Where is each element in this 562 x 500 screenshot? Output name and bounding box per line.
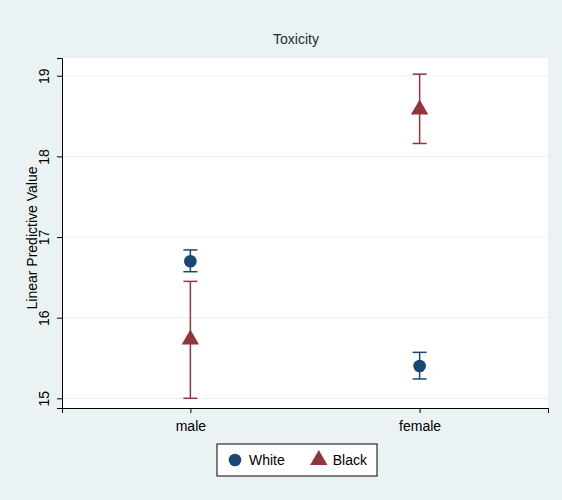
background bbox=[0, 0, 562, 500]
grid-line bbox=[62, 317, 548, 318]
y-tick-label: 18 bbox=[36, 149, 52, 165]
legend-symbol bbox=[229, 454, 242, 467]
y-tick-mark bbox=[57, 156, 62, 157]
title: Toxicity bbox=[273, 31, 319, 47]
y-tick: 19 bbox=[36, 68, 62, 84]
x-tick: male bbox=[176, 408, 207, 434]
error-cap bbox=[183, 398, 197, 400]
legend-item: White bbox=[229, 452, 285, 468]
y-tick: 15 bbox=[36, 391, 62, 407]
error-cap bbox=[413, 378, 427, 380]
point bbox=[182, 329, 199, 344]
y-tick-mark bbox=[57, 318, 62, 319]
legend-box bbox=[217, 444, 377, 476]
grid bbox=[62, 76, 548, 399]
y-tick-mark bbox=[57, 76, 62, 77]
series bbox=[183, 250, 426, 379]
legend-symbol bbox=[310, 450, 327, 465]
point bbox=[184, 255, 197, 268]
plot-area bbox=[62, 58, 548, 408]
y-tick-mark bbox=[57, 237, 62, 238]
legend: White Black bbox=[217, 444, 377, 476]
y-tick-label: 15 bbox=[36, 391, 52, 407]
error-cap bbox=[413, 352, 427, 354]
error-cap bbox=[183, 271, 197, 273]
x-axis: male female bbox=[63, 408, 549, 434]
point bbox=[413, 360, 426, 373]
x-tick: female bbox=[399, 408, 441, 434]
y-tick: 18 bbox=[36, 149, 62, 165]
chart: 1516171819malefemaleToxicityLinear Predi… bbox=[0, 0, 562, 500]
x-tick-label: female bbox=[399, 418, 441, 434]
legend-label: Black bbox=[333, 452, 368, 468]
point bbox=[411, 100, 428, 115]
x-axis-line bbox=[63, 409, 549, 414]
marks bbox=[182, 74, 429, 398]
y-tick: 16 bbox=[36, 310, 62, 326]
y-tick-label: 19 bbox=[36, 68, 52, 84]
y-tick-mark bbox=[57, 398, 62, 399]
error-cap bbox=[413, 73, 427, 75]
y-tick-label: 16 bbox=[36, 310, 52, 326]
x-tick-mark bbox=[420, 408, 421, 413]
error-cap bbox=[183, 281, 197, 283]
legend-item: Black bbox=[310, 450, 368, 468]
y-axis-line bbox=[57, 59, 63, 409]
legend-label: White bbox=[249, 452, 285, 468]
grid-line bbox=[62, 398, 548, 399]
error-cap bbox=[183, 249, 197, 251]
grid-line bbox=[62, 237, 548, 238]
y-axis-title: Linear Predictive Value bbox=[24, 166, 40, 309]
x-tick-label: male bbox=[176, 418, 207, 434]
series bbox=[182, 74, 429, 398]
error-cap bbox=[413, 143, 427, 145]
grid-line bbox=[62, 75, 548, 76]
x-tick-mark bbox=[190, 408, 191, 413]
grid-line bbox=[62, 156, 548, 157]
